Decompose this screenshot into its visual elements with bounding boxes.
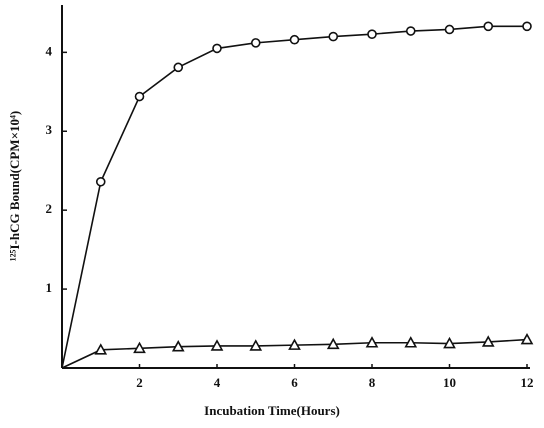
triangle-marker (249, 339, 263, 351)
circle-marker (289, 34, 300, 45)
circle-marker (522, 21, 532, 32)
x-tick-label: 10 (443, 375, 456, 390)
circle-marker (173, 62, 184, 73)
circle-marker (212, 43, 222, 54)
x-tick-label: 12 (521, 375, 534, 390)
triangle-marker (210, 339, 224, 351)
y-tick-label: 4 (46, 43, 53, 58)
triangle-marker (326, 337, 340, 350)
x-tick-label: 4 (214, 375, 221, 390)
circle-marker (250, 38, 261, 48)
circle-marker (444, 24, 455, 35)
circle-marker (367, 29, 377, 39)
triangle-marker (171, 340, 185, 352)
circle-marker (134, 91, 145, 102)
x-tick-label: 6 (291, 375, 298, 390)
triangle-marker (288, 338, 301, 350)
circle-marker (328, 31, 339, 42)
triangle-marker (94, 343, 108, 355)
triangle-marker (365, 336, 379, 348)
y-tick-label: 2 (46, 201, 53, 216)
triangle-marker (443, 336, 456, 349)
triangle-marker (520, 332, 534, 345)
triangle-marker (133, 341, 146, 354)
y-tick-label: 3 (46, 122, 53, 137)
y-tick-label: 1 (46, 280, 53, 295)
triangle-marker (481, 335, 495, 347)
circle-marker (95, 176, 106, 187)
x-tick-label: 2 (136, 375, 143, 390)
x-tick-label: 8 (369, 375, 376, 390)
circle-marker (405, 26, 416, 36)
triangle-marker (404, 336, 418, 348)
y-axis-label: ¹²⁵I-hCG Bound(CPM×10⁴) (7, 111, 22, 261)
circle-marker (483, 21, 494, 32)
series-line (61, 25, 527, 369)
x-axis-label: Incubation Time(Hours) (204, 403, 340, 418)
